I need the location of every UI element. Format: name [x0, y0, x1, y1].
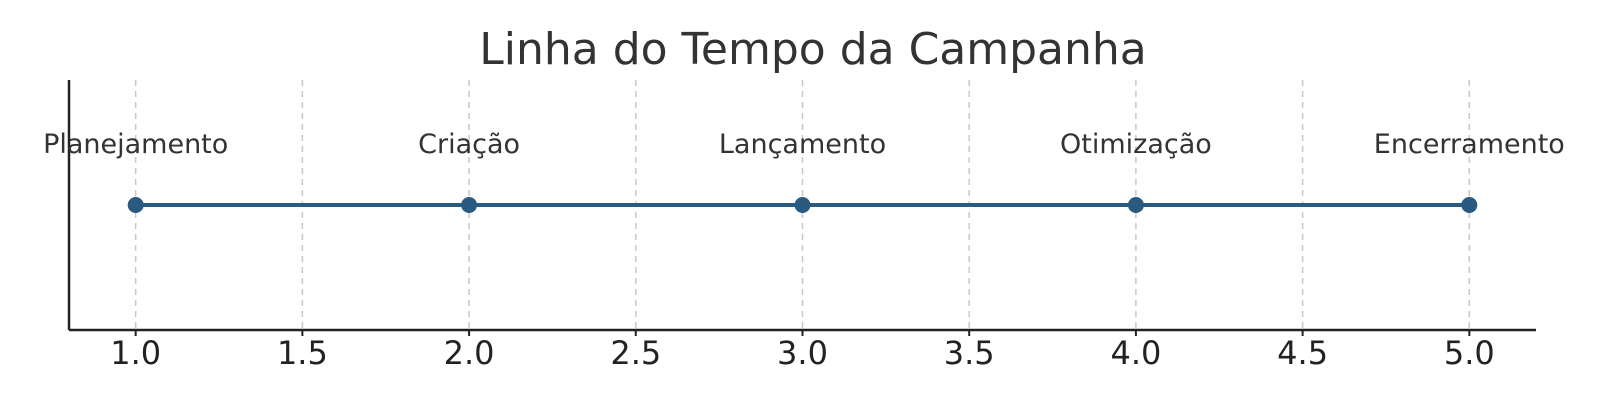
event-label: Planejamento [43, 129, 228, 160]
x-tick-labels: 1.0 1.5 2.0 2.5 3.0 3.5 4.0 4.5 5.0 [110, 330, 1495, 372]
timeline-point [1461, 197, 1478, 213]
timeline-series [127, 197, 1478, 213]
x-tick-label: 1.0 [110, 334, 161, 372]
x-tick-label: 5.0 [1444, 334, 1495, 372]
x-tick-label: 4.0 [1110, 334, 1161, 372]
timeline-point [794, 197, 811, 213]
timeline-point [1127, 197, 1144, 213]
event-label: Otimização [1060, 129, 1212, 160]
event-label: Criação [418, 129, 520, 160]
x-tick-label: 4.5 [1277, 334, 1328, 372]
timeline-point [127, 197, 144, 213]
x-tick-label: 2.0 [444, 334, 495, 372]
event-label: Lançamento [719, 129, 886, 160]
chart-title: Linha do Tempo da Campanha [479, 24, 1147, 75]
event-labels: Planejamento Criação Lançamento Otimização E… [43, 129, 1565, 160]
x-tick-label: 1.5 [277, 334, 328, 372]
x-tick-label: 3.0 [777, 334, 828, 372]
event-label: Encerramento [1374, 129, 1565, 160]
x-tick-label: 2.5 [610, 334, 661, 372]
x-tick-label: 3.5 [944, 334, 995, 372]
timeline-point [461, 197, 478, 213]
